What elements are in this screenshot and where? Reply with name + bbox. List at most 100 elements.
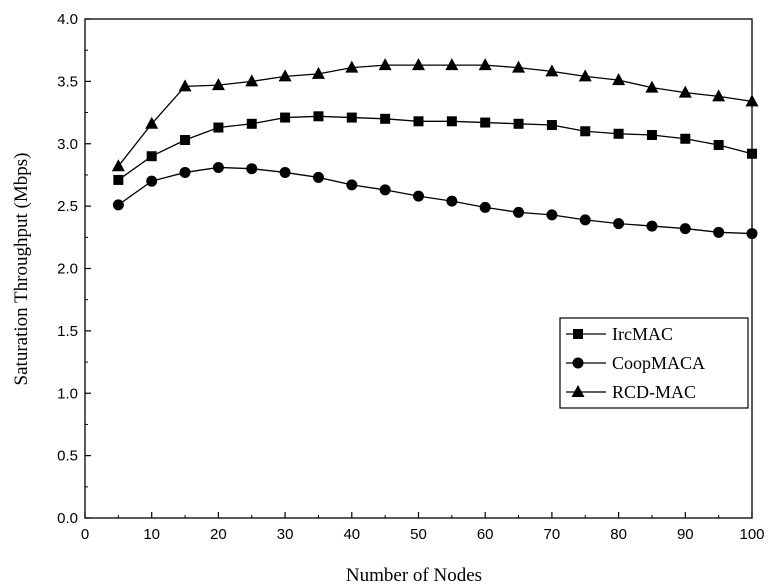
y-tick-label: 2.5 (57, 198, 78, 215)
data-point (445, 58, 459, 71)
data-point (112, 199, 124, 211)
data-point (178, 79, 192, 92)
x-tick-label: 90 (677, 526, 694, 543)
data-point (278, 69, 292, 82)
data-point (545, 64, 559, 77)
y-tick-label: 4.0 (57, 11, 78, 28)
data-point (446, 195, 458, 207)
series-line (117, 115, 753, 181)
data-point (280, 112, 291, 123)
data-point (312, 171, 324, 183)
data-point (480, 117, 491, 128)
data-point (678, 85, 692, 98)
data-point (679, 223, 691, 235)
plot-frame (84, 18, 753, 519)
data-point (746, 228, 758, 240)
x-tick-label: 80 (610, 526, 627, 543)
data-point (680, 133, 691, 144)
data-point (379, 184, 391, 196)
y-tick-label: 0.0 (57, 510, 78, 527)
legend-label: CoopMACA (612, 353, 705, 373)
data-point (446, 116, 457, 127)
data-point (479, 201, 491, 213)
data-point (346, 112, 357, 123)
series-coopmaca (112, 161, 758, 240)
data-point (145, 116, 159, 129)
legend: IrcMAC CoopMACA RCD-MAC (559, 317, 749, 409)
data-point (580, 126, 591, 137)
data-point (713, 226, 725, 238)
legend-marker (572, 357, 584, 369)
x-tick-label: 30 (277, 526, 294, 543)
data-point (311, 66, 325, 79)
data-point (146, 151, 157, 162)
data-point (346, 179, 358, 191)
data-point (378, 58, 392, 71)
data-point (747, 148, 757, 159)
data-point (546, 209, 558, 221)
x-tick-label: 50 (410, 526, 427, 543)
legend-entry: IrcMAC (566, 324, 673, 344)
y-axis-title: Saturation Throughput (Mbps) (11, 153, 32, 386)
data-point (578, 69, 592, 82)
y-tick-label: 3.0 (57, 136, 78, 153)
data-point (612, 73, 626, 86)
y-tick-label: 1.5 (57, 323, 78, 340)
x-tick-label: 0 (81, 526, 89, 543)
data-point (645, 80, 659, 93)
legend-entry: CoopMACA (566, 353, 705, 373)
series-layer (111, 58, 759, 240)
x-tick-label: 40 (343, 526, 360, 543)
data-point (180, 135, 191, 146)
x-tick-label: 70 (544, 526, 561, 543)
x-axis-title: Number of Nodes (346, 565, 482, 586)
data-point (246, 118, 257, 129)
data-point (512, 60, 526, 73)
data-point (413, 116, 424, 127)
series-line (117, 166, 753, 235)
data-point (546, 120, 557, 131)
data-point (113, 174, 124, 185)
data-point (646, 220, 658, 232)
legend-entry: RCD-MAC (566, 382, 696, 402)
data-point (412, 58, 425, 71)
data-point (279, 166, 291, 178)
data-point (745, 94, 759, 107)
y-tick-label: 0.5 (57, 448, 78, 465)
series-rcd-mac (111, 58, 759, 172)
data-point (246, 163, 258, 175)
data-point (211, 78, 225, 91)
data-point (646, 130, 657, 141)
series-ircmac (113, 111, 757, 185)
series-line (117, 64, 753, 167)
data-point (713, 139, 724, 150)
data-point (146, 175, 158, 187)
x-tick-label: 100 (739, 526, 764, 543)
data-point (478, 58, 492, 71)
data-point (179, 166, 191, 178)
x-tick-label: 10 (143, 526, 160, 543)
legend-marker (571, 385, 585, 397)
legend-label: RCD-MAC (612, 382, 696, 402)
data-point (245, 74, 259, 87)
data-point (613, 218, 625, 230)
data-point (212, 161, 224, 173)
legend-marker (573, 329, 583, 339)
axes: 0 10 20 30 40 50 60 70 80 90 100 0.0 0.5 1.0 1.5 2.0 2.5… (57, 11, 764, 543)
data-point (213, 122, 224, 133)
x-tick-label: 20 (210, 526, 227, 543)
data-point (413, 190, 424, 202)
y-tick-label: 2.0 (57, 261, 78, 278)
data-point (513, 206, 525, 218)
x-tick-label: 60 (477, 526, 494, 543)
data-point (613, 128, 624, 139)
data-point (313, 111, 324, 122)
data-point (345, 60, 359, 73)
data-point (513, 118, 524, 129)
data-point (111, 159, 125, 172)
data-point (579, 214, 591, 226)
data-point (712, 89, 726, 102)
data-point (380, 113, 391, 124)
legend-label: IrcMAC (612, 324, 673, 344)
